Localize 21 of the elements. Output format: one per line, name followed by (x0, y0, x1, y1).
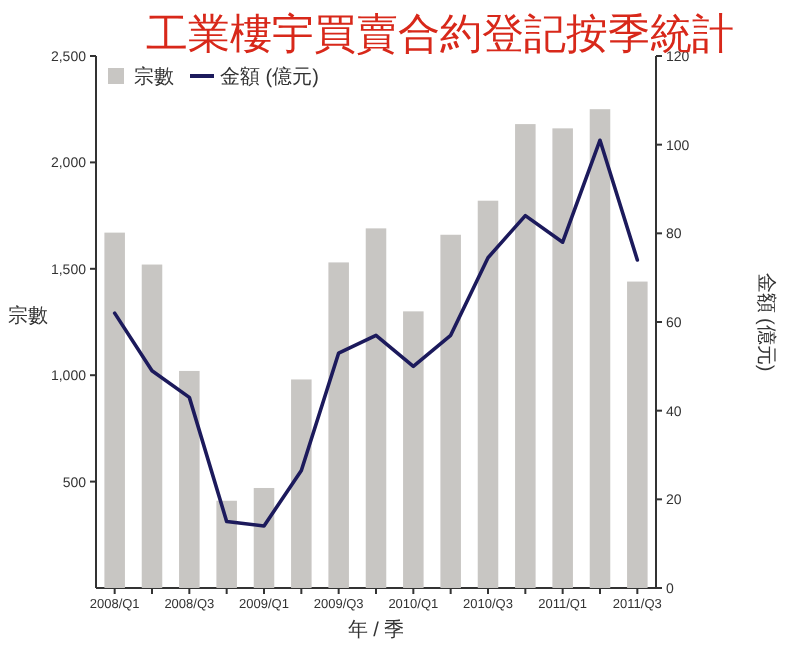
bar (589, 109, 611, 588)
bar (627, 281, 648, 588)
legend-label: 宗數 (134, 65, 174, 89)
bar (552, 128, 573, 588)
bar (216, 500, 237, 588)
bar (515, 124, 536, 588)
bar (403, 311, 424, 588)
y2-axis-title: 金額 (億元) (754, 272, 778, 372)
bar (291, 379, 312, 588)
legend-label: 金額 (億元) (220, 65, 319, 89)
x-axis-title: 年 / 季 (347, 618, 405, 642)
y-axis-title: 宗數 (8, 304, 48, 328)
line-series (112, 138, 640, 528)
bar (477, 200, 499, 588)
bar (104, 232, 125, 588)
bar (179, 370, 200, 588)
bar (141, 264, 163, 588)
bar (365, 228, 387, 588)
bar (440, 234, 461, 588)
bar (328, 262, 349, 588)
bar (253, 487, 275, 588)
